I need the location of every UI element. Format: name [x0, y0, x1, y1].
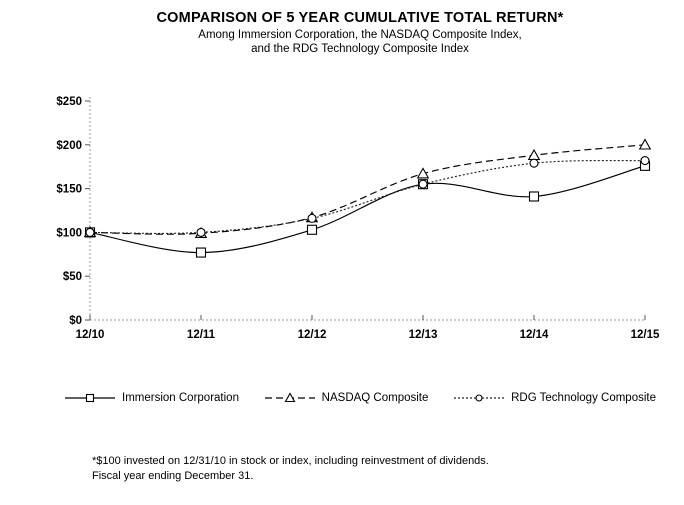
footnote-line2: Fiscal year ending December 31.	[92, 470, 254, 482]
legend-item-rdg-technology-composite: RDG Technology Composite	[453, 392, 656, 404]
chart-legend: Immersion Corporation NASDAQ Composite R…	[64, 388, 656, 408]
chart-subtitle-line1: Among Immersion Corporation, the NASDAQ …	[198, 29, 522, 41]
x-tick-label: 12/15	[631, 329, 660, 341]
y-tick-label: $100	[56, 227, 82, 239]
series-immersion-corporation	[84, 160, 651, 258]
y-tick-label: $200	[56, 140, 82, 152]
dashed-triangle-line-sample-icon	[264, 392, 316, 404]
dotted-circle-line-sample-icon	[453, 392, 505, 404]
legend-label: Immersion Corporation	[122, 392, 239, 404]
solid-square-line-sample-icon	[64, 392, 116, 404]
series-nasdaq-composite	[83, 138, 652, 239]
x-tick-label: 12/14	[520, 329, 549, 341]
x-tick-label: 12/10	[76, 329, 105, 341]
y-tick-label: $150	[56, 184, 82, 196]
chart-footnote: *$100 invested on 12/31/10 in stock or i…	[92, 454, 489, 484]
legend-item-nasdaq-composite: NASDAQ Composite	[264, 392, 429, 404]
y-tick-label: $50	[63, 271, 82, 283]
x-tick-label: 12/13	[409, 329, 438, 341]
footnote-line1: *$100 invested on 12/31/10 in stock or i…	[92, 455, 489, 467]
y-tick-label: $250	[56, 96, 82, 108]
legend-label: NASDAQ Composite	[321, 392, 429, 404]
chart-subtitle-line2: and the RDG Technology Composite Index	[251, 43, 469, 55]
series-rdg-technology-composite	[85, 156, 650, 237]
chart-title: COMPARISON OF 5 YEAR CUMULATIVE TOTAL RE…	[156, 10, 564, 26]
x-tick-label: 12/12	[298, 329, 327, 341]
legend-label: RDG Technology Composite	[511, 392, 656, 404]
legend-item-immersion-corporation: Immersion Corporation	[64, 392, 239, 404]
x-tick-label: 12/11	[187, 329, 216, 341]
axes: $0 $50 $100 $150 $200 $250 12/10 12/11 12/12 12/1…	[56, 96, 660, 341]
y-tick-label: $0	[69, 315, 82, 327]
